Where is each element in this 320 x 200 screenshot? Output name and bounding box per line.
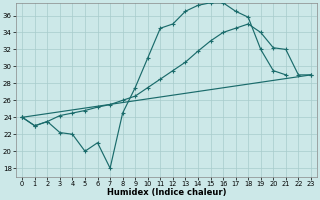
- X-axis label: Humidex (Indice chaleur): Humidex (Indice chaleur): [107, 188, 226, 197]
